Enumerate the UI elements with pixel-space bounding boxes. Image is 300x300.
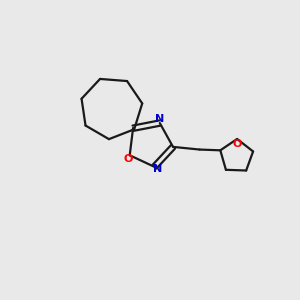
- Text: N: N: [155, 114, 164, 124]
- Text: N: N: [153, 164, 163, 174]
- Text: O: O: [232, 139, 242, 149]
- Text: O: O: [124, 154, 133, 164]
